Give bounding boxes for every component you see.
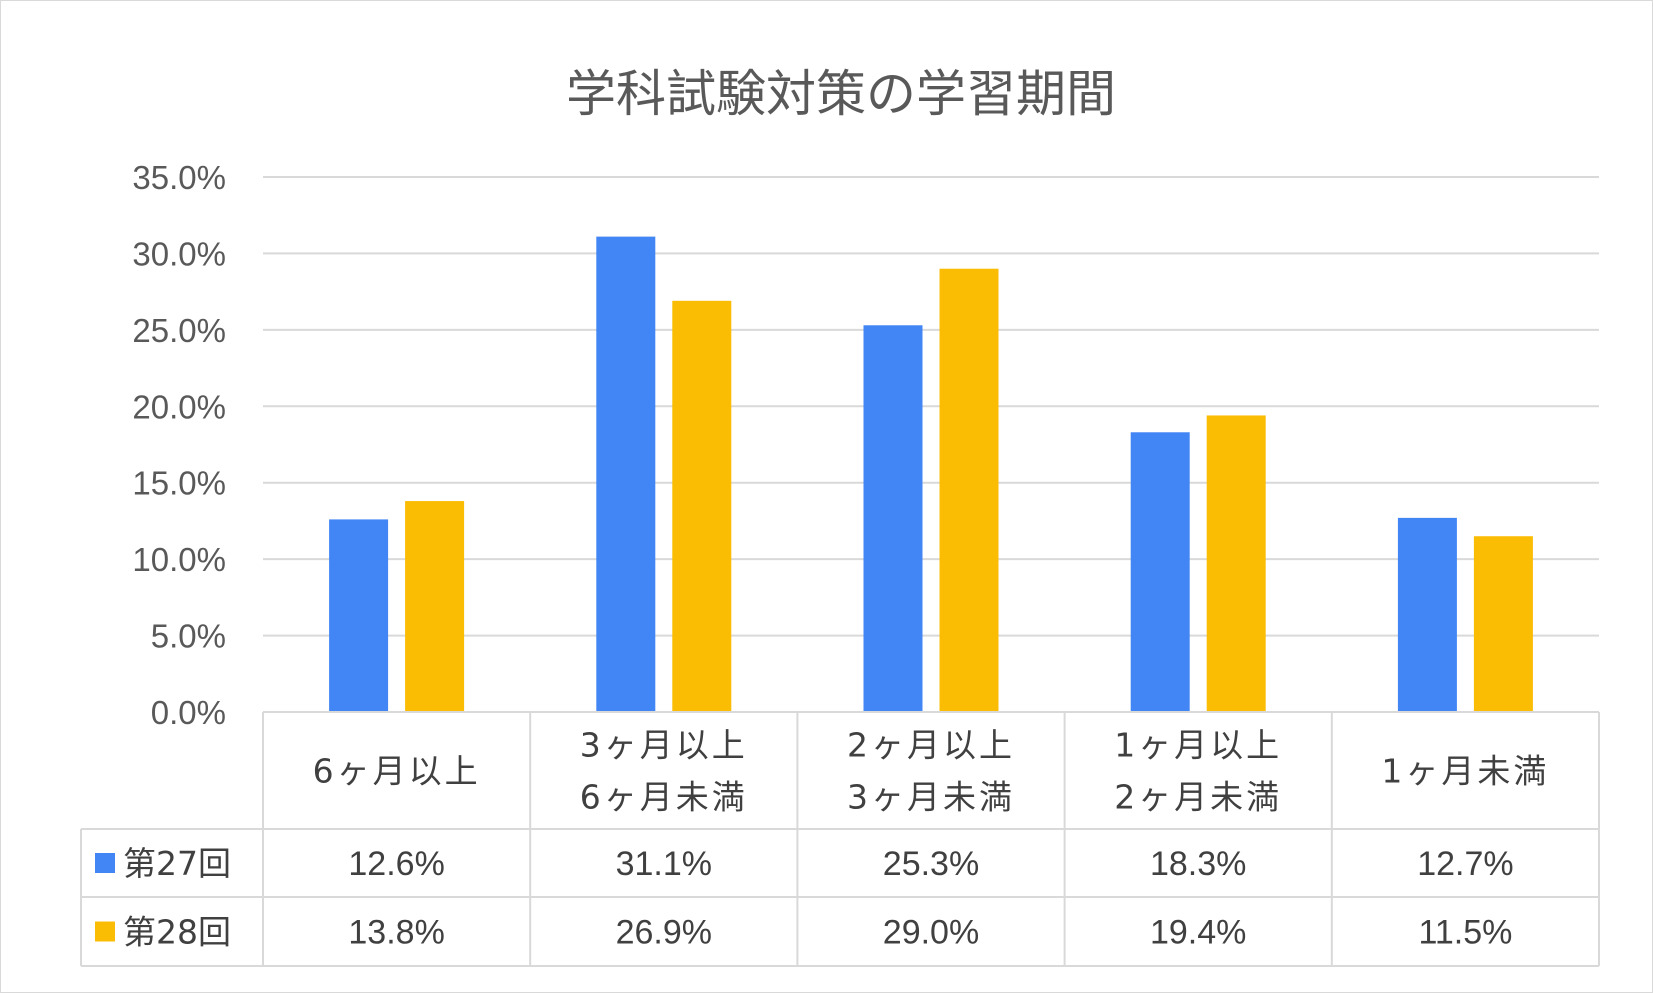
bar-series-1-cat-2 (596, 236, 656, 712)
data-label: 11.5% (1418, 914, 1512, 952)
bar-series-1-cat-3 (863, 325, 923, 712)
category-label: 1ヶ月以上 (1114, 726, 1282, 765)
data-label: 19.4% (1150, 914, 1246, 952)
category-label: 1ヶ月未満 (1381, 752, 1549, 791)
y-tick-label: 20.0% (132, 388, 226, 425)
bar-series-1-cat-1 (329, 519, 389, 712)
legend-swatch (95, 853, 115, 873)
bar-series-1-cat-5 (1397, 517, 1457, 712)
data-label: 29.0% (883, 914, 979, 952)
data-label: 12.7% (1417, 845, 1513, 883)
category-label: 3ヶ月未満 (847, 778, 1015, 817)
data-label: 26.9% (616, 914, 712, 952)
y-tick-label: 10.0% (132, 541, 226, 578)
data-label: 25.3% (883, 845, 979, 883)
series-name: 第28回 (123, 913, 231, 952)
y-axis-ticks: 0.0% 5.0% 10.0% 15.0% 20.0% 25.0% 30.0% 35.0% (132, 159, 226, 731)
gridlines (263, 176, 1599, 637)
data-label: 13.8% (348, 914, 444, 952)
legend-swatch (95, 921, 115, 942)
data-label: 12.6% (348, 845, 444, 883)
bars (329, 236, 1533, 712)
bar-series-2-cat-3 (939, 268, 999, 712)
category-label: 6ヶ月以上 (313, 752, 481, 791)
category-label: 2ヶ月未満 (1114, 778, 1282, 817)
chart-title: 学科試験対策の学習期間 (566, 65, 1116, 123)
category-label: 2ヶ月以上 (847, 726, 1015, 765)
y-tick-label: 25.0% (132, 312, 226, 349)
y-tick-label: 35.0% (132, 159, 226, 196)
bar-series-2-cat-1 (405, 501, 465, 712)
y-tick-label: 5.0% (151, 618, 226, 655)
bar-series-2-cat-5 (1473, 536, 1533, 712)
data-label: 18.3% (1150, 845, 1246, 883)
y-tick-label: 15.0% (132, 465, 226, 502)
bar-series-1-cat-4 (1130, 432, 1190, 712)
y-tick-label: 0.0% (151, 694, 226, 731)
category-label: 3ヶ月以上 (580, 726, 748, 765)
y-tick-label: 30.0% (132, 235, 226, 272)
data-label: 31.1% (616, 845, 712, 883)
series-name: 第27回 (123, 844, 231, 883)
bar-series-2-cat-2 (672, 300, 732, 712)
data-table: 6ヶ月以上 3ヶ月以上 6ヶ月未満 2ヶ月以上 3ヶ月未満 1ヶ月以上 2ヶ月未満 1ヶ月未満… (80, 711, 1600, 967)
bar-series-2-cat-4 (1206, 415, 1266, 712)
category-label: 6ヶ月未満 (580, 778, 748, 817)
